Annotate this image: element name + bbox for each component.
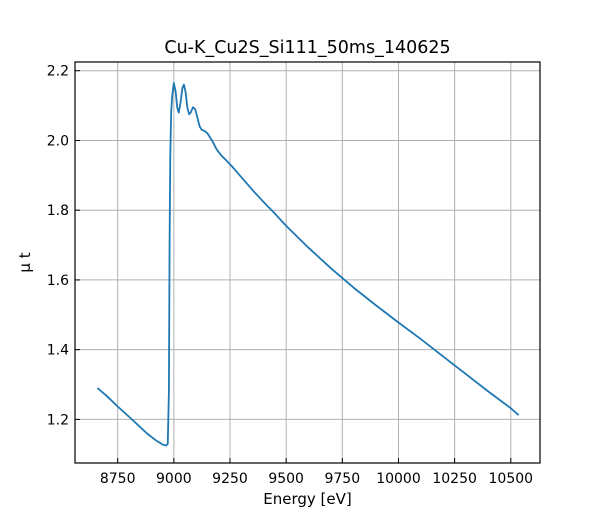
x-tick-label: 10000: [376, 471, 421, 487]
x-axis-title: Energy [eV]: [263, 490, 351, 508]
grid: [75, 62, 540, 463]
x-tick-label: 10250: [432, 471, 477, 487]
series-layer: [96, 82, 520, 447]
x-tick-label: 8750: [100, 471, 136, 487]
y-tick-label: 1.2: [47, 412, 69, 428]
y-axis-title: μ t: [16, 252, 34, 272]
x-tick-label: 9500: [268, 471, 304, 487]
y-tick-label: 1.8: [47, 203, 69, 219]
x-tick-label: 9000: [156, 471, 192, 487]
chart-title: Cu-K_Cu2S_Si111_50ms_140625: [164, 38, 450, 58]
y-tick-label: 1.6: [47, 273, 69, 289]
y-tick-label: 1.4: [47, 343, 69, 359]
x-tick-label: 9750: [324, 471, 360, 487]
axis-ticks: 8750 9000 9250 9500 9750 10000 10250 10500 1.2 1.…: [47, 64, 533, 487]
y-tick-label: 2.0: [47, 133, 69, 149]
x-tick-label: 9250: [212, 471, 248, 487]
series-line-0: [96, 82, 520, 447]
y-tick-label: 2.2: [47, 64, 69, 80]
x-tick-label: 10500: [489, 471, 534, 487]
plot-frame: [74, 61, 541, 464]
